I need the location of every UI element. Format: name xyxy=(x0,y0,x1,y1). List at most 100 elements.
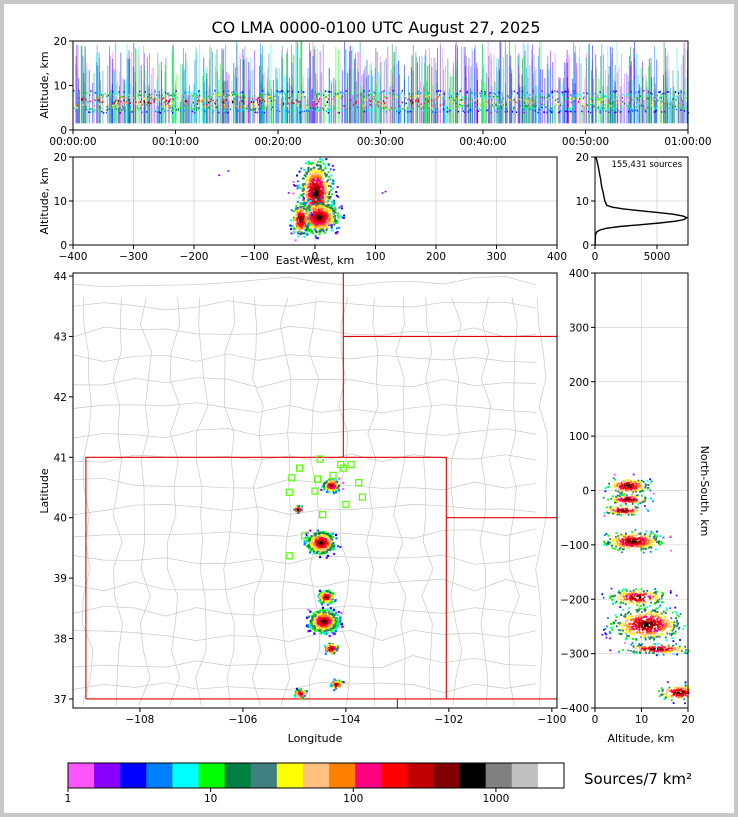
colorbar-cell xyxy=(146,763,173,788)
source-count-annotation: 155,431 sources xyxy=(611,160,682,170)
altitude-histogram-ytick: 20 xyxy=(576,152,589,164)
altitude-eastwest-xlabel: East-West, km xyxy=(276,254,354,267)
figure-title: CO LMA 0000-0100 UTC August 27, 2025 xyxy=(211,18,540,37)
colorbar-cell xyxy=(68,763,95,788)
lma-station-marker xyxy=(285,552,293,560)
plan-view-xtick: −104 xyxy=(331,714,360,726)
lma-station-marker xyxy=(285,488,293,496)
colorbar-cell xyxy=(302,763,330,788)
colorbar-label: Sources/7 km² xyxy=(584,770,692,788)
colorbar-cell xyxy=(355,763,382,788)
plan-view-xtick: −100 xyxy=(537,714,566,726)
altitude-time-sources xyxy=(73,41,690,124)
colorbar-cell xyxy=(198,763,226,788)
lma-stations xyxy=(285,455,366,560)
colorbar-cell xyxy=(381,763,408,788)
lma-station-marker xyxy=(355,479,363,487)
northsouth-altitude-ytick: −400 xyxy=(560,703,589,715)
plan-view-xtick: −106 xyxy=(228,714,257,726)
altitude-time-panel: 00:00:00 00:10:00 00:20:00 00:30:00 00:40:00… xyxy=(38,36,712,148)
lma-station-marker xyxy=(295,464,304,472)
plan-view-xtick: −108 xyxy=(126,714,155,726)
lma-station-marker xyxy=(316,455,324,463)
lma-station-marker xyxy=(301,532,309,540)
northsouth-altitude-panel: 0 10 20 −400 −300 −200 −100 0 100 200 300 400 Altit… xyxy=(560,268,711,745)
colorbar-cell xyxy=(537,763,565,788)
altitude-time-xtick: 00:40:00 xyxy=(459,136,506,148)
lma-station-marker xyxy=(319,511,327,519)
plan-view-ytick: 44 xyxy=(54,271,68,283)
northsouth-altitude-xtick: 10 xyxy=(635,714,648,726)
colorbar-tick: 1000 xyxy=(483,793,510,805)
plan-view-ytick: 43 xyxy=(54,331,67,343)
colorbar-cell xyxy=(459,763,487,788)
northsouth-altitude-ytick: −200 xyxy=(560,594,589,606)
colorbar-cell xyxy=(276,763,304,788)
colorbar-cell xyxy=(485,763,513,788)
colorbar-tick: 10 xyxy=(204,793,217,805)
plan-view-ytick: 37 xyxy=(54,694,67,706)
plan-view-sources xyxy=(293,477,345,700)
northsouth-altitude-ytick: 200 xyxy=(569,377,589,389)
plan-view-xtick: −102 xyxy=(434,714,463,726)
plan-view-panel: −108 −106 −104 −102 −100 37 38 39 40 41 42 43 44 Lat… xyxy=(38,271,566,745)
northsouth-altitude-ytick: −300 xyxy=(560,649,589,661)
lma-station-marker xyxy=(347,460,355,469)
colorbar-cell xyxy=(94,763,121,788)
colorbar-cell xyxy=(224,763,252,788)
lma-station-marker xyxy=(311,487,319,495)
altitude-histogram-panel: 0 5000 0 10 20 155,431 sources xyxy=(576,152,689,263)
plan-view-ytick: 41 xyxy=(54,452,67,464)
altitude-time-ytick: 10 xyxy=(54,81,67,93)
altitude-eastwest-xtick: 300 xyxy=(486,251,506,263)
altitude-histogram-line xyxy=(594,156,689,246)
altitude-time-ylabel: Altitude, km xyxy=(38,51,51,118)
altitude-time-xtick: 00:20:00 xyxy=(254,136,301,148)
lma-figure: CO LMA 0000-0100 UTC August 27, 2025 00:… xyxy=(4,4,734,813)
altitude-time-ytick: 0 xyxy=(60,125,67,137)
lma-station-marker xyxy=(329,471,337,479)
northsouth-altitude-ytick: 100 xyxy=(569,431,589,443)
colorbar: 1 10 100 1000 Sources/7 km² xyxy=(65,762,692,805)
altitude-eastwest-ytick: 10 xyxy=(54,196,67,208)
colorbar-cell xyxy=(407,763,434,788)
altitude-eastwest-xtick: 200 xyxy=(426,251,446,263)
altitude-eastwest-sources xyxy=(218,157,387,242)
altitude-eastwest-ytick: 20 xyxy=(54,152,67,164)
lma-station-marker xyxy=(337,460,345,469)
altitude-time-xtick: 00:00:00 xyxy=(49,136,96,148)
lma-station-marker xyxy=(358,493,366,501)
plan-view-ylabel: Latitude xyxy=(38,468,51,514)
lma-station-marker xyxy=(313,475,322,483)
colorbar-tick: 100 xyxy=(343,793,363,805)
plan-view-ytick: 40 xyxy=(54,513,67,525)
colorbar-cell xyxy=(433,763,460,788)
altitude-eastwest-panel: −400 −300 −200 −100 0 100 200 300 400 0 10 20 Altit… xyxy=(38,152,567,267)
altitude-time-xtick: 00:50:00 xyxy=(562,136,609,148)
northsouth-altitude-ytick: 0 xyxy=(582,486,589,498)
colorbar-tick: 1 xyxy=(65,793,72,805)
state-boundaries xyxy=(85,273,557,708)
altitude-time-ticks: 00:00:00 00:10:00 00:20:00 00:30:00 00:40:00… xyxy=(49,36,711,148)
colorbar-cell xyxy=(511,763,539,788)
altitude-time-ytick: 20 xyxy=(54,36,67,48)
plan-view-ytick: 38 xyxy=(54,634,67,646)
plan-view-ytick: 42 xyxy=(54,392,67,404)
altitude-eastwest-ytick: 0 xyxy=(60,240,67,252)
lma-station-marker xyxy=(288,474,296,482)
altitude-time-xtick: 01:00:00 xyxy=(664,136,711,148)
altitude-eastwest-xtick: −300 xyxy=(119,251,148,263)
northsouth-altitude-xlabel: Altitude, km xyxy=(607,732,674,745)
colorbar-ticks: 1 10 100 1000 xyxy=(65,788,510,805)
altitude-eastwest-xtick: 400 xyxy=(547,251,567,263)
northsouth-altitude-ticks: 0 10 20 −400 −300 −200 −100 0 100 200 300 400 xyxy=(560,268,695,726)
altitude-histogram-grid xyxy=(594,156,688,246)
altitude-eastwest-xtick: −200 xyxy=(180,251,209,263)
altitude-eastwest-xtick: −100 xyxy=(240,251,269,263)
lma-station-marker xyxy=(342,500,350,508)
plan-view-ytick: 39 xyxy=(54,573,67,585)
altitude-histogram-ytick: 0 xyxy=(582,240,589,252)
altitude-eastwest-ticks: −400 −300 −200 −100 0 100 200 300 400 0 10 20 xyxy=(54,152,567,263)
altitude-eastwest-xtick: −400 xyxy=(59,251,88,263)
colorbar-cell xyxy=(172,763,199,788)
